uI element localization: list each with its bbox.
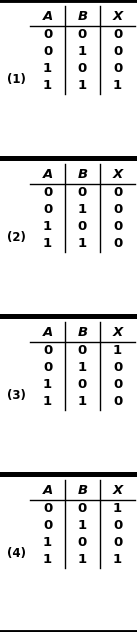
- Text: 0: 0: [113, 395, 122, 408]
- Text: 0: 0: [43, 344, 52, 357]
- Text: B: B: [77, 167, 88, 181]
- Text: 1: 1: [113, 344, 122, 357]
- Text: 1: 1: [113, 79, 122, 92]
- Text: 0: 0: [43, 186, 52, 199]
- Text: 0: 0: [78, 502, 87, 515]
- Text: 1: 1: [113, 502, 122, 515]
- Text: 0: 0: [43, 28, 52, 41]
- Text: A: A: [42, 483, 53, 497]
- Text: 0: 0: [113, 203, 122, 216]
- Text: 0: 0: [113, 45, 122, 58]
- Text: 1: 1: [43, 79, 52, 92]
- Text: 0: 0: [113, 536, 122, 549]
- Text: 0: 0: [113, 220, 122, 233]
- Text: 0: 0: [113, 28, 122, 41]
- Text: 1: 1: [78, 237, 87, 250]
- Text: 0: 0: [78, 62, 87, 75]
- Text: 0: 0: [78, 344, 87, 357]
- Text: 1: 1: [78, 361, 87, 374]
- Text: 1: 1: [43, 62, 52, 75]
- Text: 0: 0: [78, 28, 87, 41]
- Text: 0: 0: [78, 220, 87, 233]
- Text: A: A: [42, 325, 53, 339]
- Text: 1: 1: [43, 237, 52, 250]
- Text: 1: 1: [43, 220, 52, 233]
- Text: 0: 0: [78, 378, 87, 391]
- Text: 0: 0: [113, 237, 122, 250]
- Text: 0: 0: [113, 186, 122, 199]
- Text: B: B: [77, 483, 88, 497]
- Text: 1: 1: [43, 536, 52, 549]
- Text: 1: 1: [113, 553, 122, 566]
- Text: B: B: [77, 325, 88, 339]
- Text: (1): (1): [7, 73, 25, 85]
- Text: 0: 0: [78, 186, 87, 199]
- Text: 1: 1: [43, 553, 52, 566]
- Text: X: X: [112, 9, 123, 23]
- Text: 1: 1: [78, 519, 87, 532]
- Text: (4): (4): [6, 547, 25, 559]
- Text: X: X: [112, 483, 123, 497]
- Text: (3): (3): [7, 389, 25, 401]
- Text: 0: 0: [43, 502, 52, 515]
- Text: X: X: [112, 325, 123, 339]
- Text: B: B: [77, 9, 88, 23]
- Text: 0: 0: [113, 62, 122, 75]
- Text: 1: 1: [78, 45, 87, 58]
- Text: 0: 0: [43, 361, 52, 374]
- Text: 1: 1: [78, 553, 87, 566]
- Text: A: A: [42, 9, 53, 23]
- Text: 1: 1: [78, 395, 87, 408]
- Text: X: X: [112, 167, 123, 181]
- Text: 0: 0: [113, 519, 122, 532]
- Text: 1: 1: [78, 203, 87, 216]
- Text: 0: 0: [78, 536, 87, 549]
- Text: 0: 0: [43, 45, 52, 58]
- Text: 1: 1: [43, 395, 52, 408]
- Text: 0: 0: [113, 378, 122, 391]
- Text: 0: 0: [113, 361, 122, 374]
- Text: (2): (2): [7, 231, 25, 243]
- Text: 0: 0: [43, 203, 52, 216]
- Text: 1: 1: [78, 79, 87, 92]
- Text: 0: 0: [43, 519, 52, 532]
- Text: A: A: [42, 167, 53, 181]
- Text: 1: 1: [43, 378, 52, 391]
